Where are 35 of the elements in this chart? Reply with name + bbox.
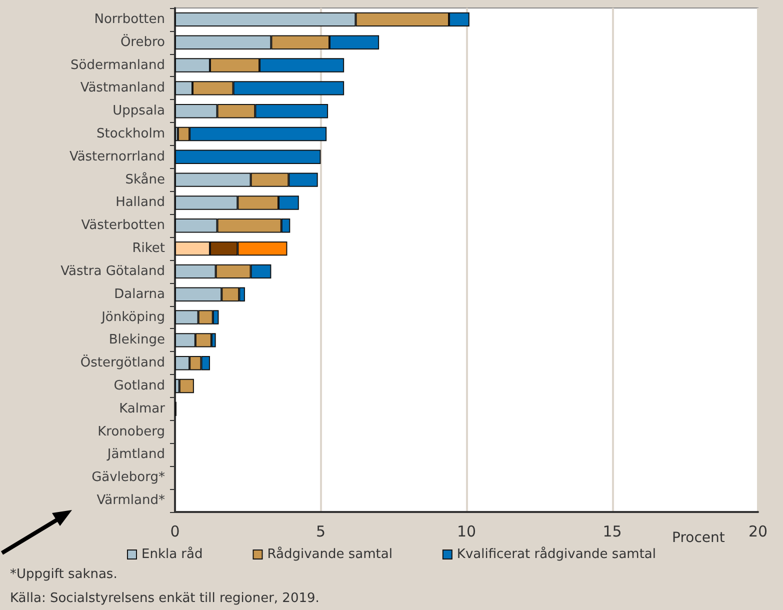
legend-label: Enkla råd — [141, 546, 203, 562]
x-tick-label: 15 — [602, 522, 622, 540]
text: Källa: Socialstyrelsens enkät till regioner, 2019. — [10, 591, 320, 606]
y-tick-label: Västra Götaland — [60, 264, 165, 279]
y-tick-label: Östergötland — [80, 354, 165, 371]
y-tick-label: Halland — [116, 195, 165, 210]
y-tick-label: Stockholm — [96, 126, 165, 142]
y-tick-label: Riket — [132, 241, 165, 256]
legend-label: Kvalificerat rådgivande samtal — [456, 546, 656, 562]
bar — [179, 378, 194, 394]
y-tick-label: Västernorrland — [69, 149, 165, 164]
y-tick-label: Jämtland — [106, 447, 165, 462]
y-tick-label: Skåne — [125, 171, 165, 188]
y-tick-label: Kalmar — [119, 401, 166, 416]
y-tick-label: Kronoberg — [98, 424, 165, 440]
y-tick-label: Södermanland — [70, 58, 165, 73]
x-tick-label: 5 — [316, 522, 326, 540]
y-tick-label: Jönköping — [100, 310, 165, 325]
y-tick-label: Gävleborg* — [92, 470, 166, 486]
text: *Uppgift saknas. — [10, 567, 118, 582]
y-tick-label: Uppsala — [112, 104, 165, 119]
y-tick-label: Blekinge — [108, 332, 165, 348]
y-tick-label: Gotland — [114, 378, 165, 394]
y-tick-label: Västmanland — [80, 80, 165, 96]
x-tick-label: 20 — [748, 522, 768, 540]
x-tick-label: 0 — [170, 522, 180, 540]
bar — [175, 150, 321, 164]
legend-label: Rådgivande samtal — [267, 546, 392, 562]
x-tick-label: 10 — [456, 522, 476, 540]
y-tick-label: Örebro — [120, 34, 166, 50]
y-tick-label: Dalarna — [114, 286, 165, 302]
y-tick-label: Västerbotten — [81, 218, 165, 234]
y-tick-label: Värmland* — [96, 493, 166, 508]
y-tick-label: Norrbotten — [94, 12, 165, 27]
x-axis-title: Procent — [672, 530, 726, 546]
